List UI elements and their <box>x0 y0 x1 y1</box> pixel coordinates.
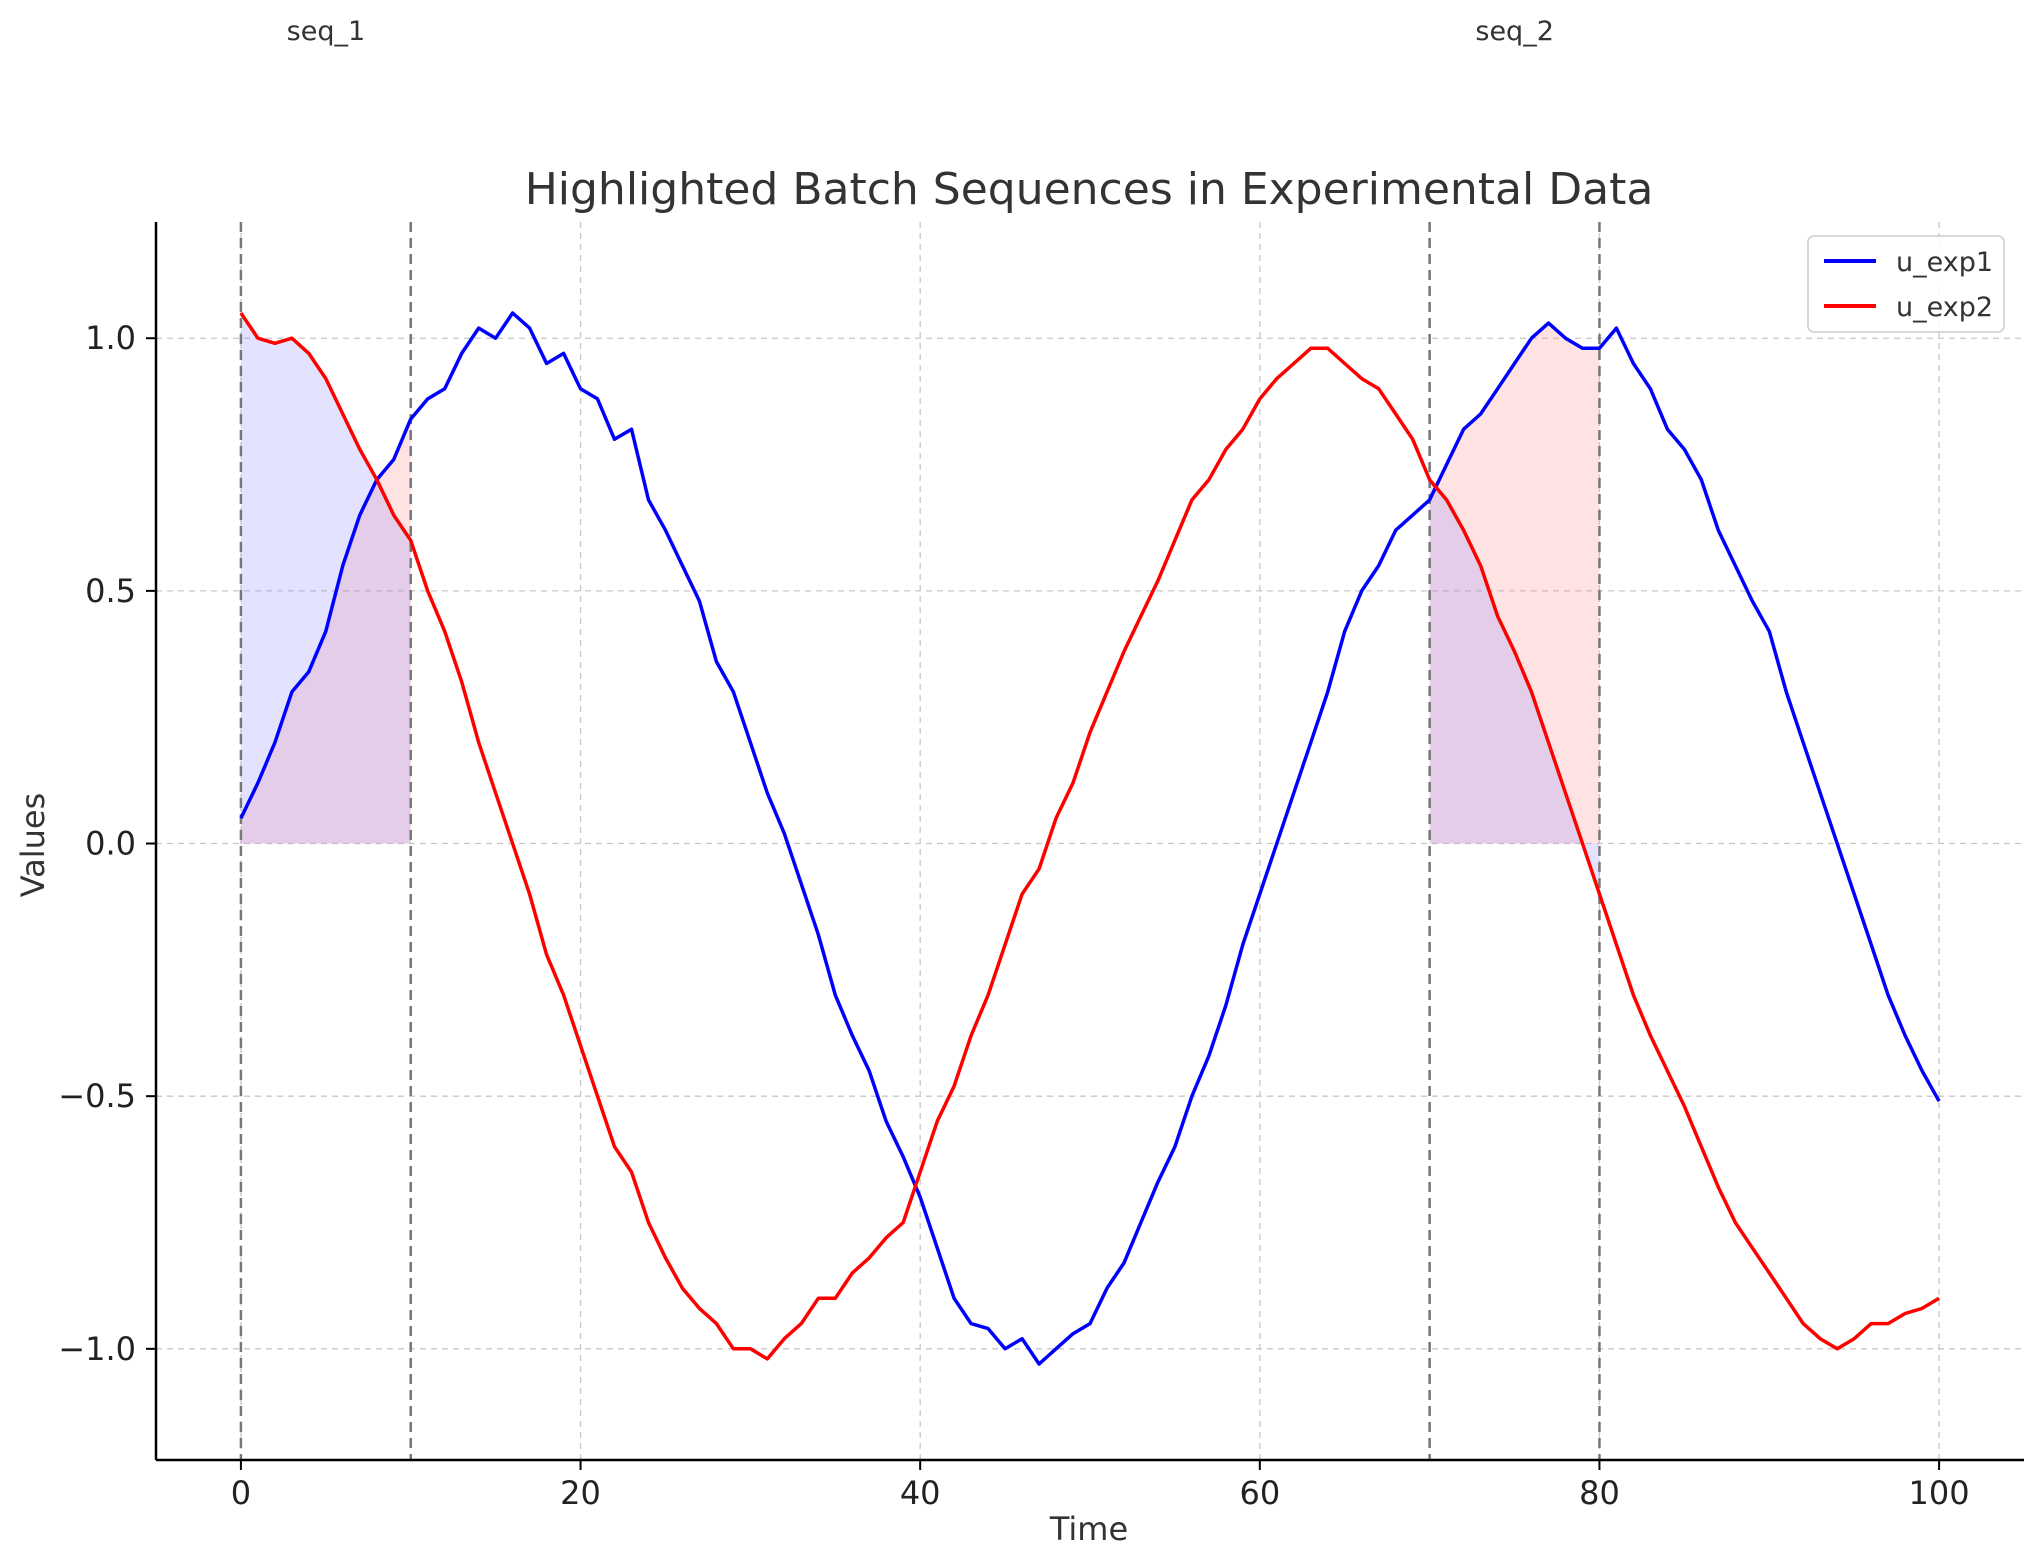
x-axis-label: Time <box>1049 1510 1128 1548</box>
chart-title: Highlighted Batch Sequences in Experimen… <box>525 164 1654 215</box>
axes-layer <box>154 222 2024 1462</box>
series-line-u_exp2 <box>239 312 1940 1361</box>
x-tick-label-60: 60 <box>1239 1474 1280 1512</box>
x-tick-label-100: 100 <box>1909 1474 1970 1512</box>
highlight-boundary-layer <box>239 222 1601 1460</box>
highlight-fill-seq_2-u_exp1 <box>1429 323 1600 844</box>
legend-label-u_exp2: u_exp2 <box>1896 292 1993 323</box>
highlight-label-seq_2: seq_2 <box>1475 16 1554 47</box>
tick-layer: 0 20 40 60 80 100 −1.0 −0.5 0.0 0.5 1.0 <box>58 319 1969 1512</box>
series-line-u_exp1 <box>239 311 1941 1366</box>
y-axis-label: Values <box>14 793 52 898</box>
highlight-label-layer: seq_1 seq_2 <box>287 16 1554 47</box>
highlight-fill-seq_1-u_exp2 <box>240 312 411 844</box>
highlight-fill-seq_2-u_exp2 <box>1429 479 1600 895</box>
highlight-label-seq_1: seq_1 <box>287 16 366 47</box>
y-tick-label-1: −0.5 <box>58 1077 136 1115</box>
y-tick-label-2: 0.0 <box>85 825 136 863</box>
grid-layer <box>156 222 2024 1460</box>
y-tick-label-4: 1.0 <box>85 319 136 357</box>
x-tick-label-0: 0 <box>231 1474 251 1512</box>
x-tick-label-80: 80 <box>1579 1474 1620 1512</box>
legend-label-u_exp1: u_exp1 <box>1896 247 1993 278</box>
series-layer <box>239 311 1941 1366</box>
x-tick-label-40: 40 <box>900 1474 941 1512</box>
y-tick-label-0: −1.0 <box>58 1330 136 1368</box>
legend: u_exp1 u_exp2 <box>1807 235 2005 333</box>
y-tick-label-3: 0.5 <box>85 572 136 610</box>
x-tick-label-20: 20 <box>560 1474 601 1512</box>
